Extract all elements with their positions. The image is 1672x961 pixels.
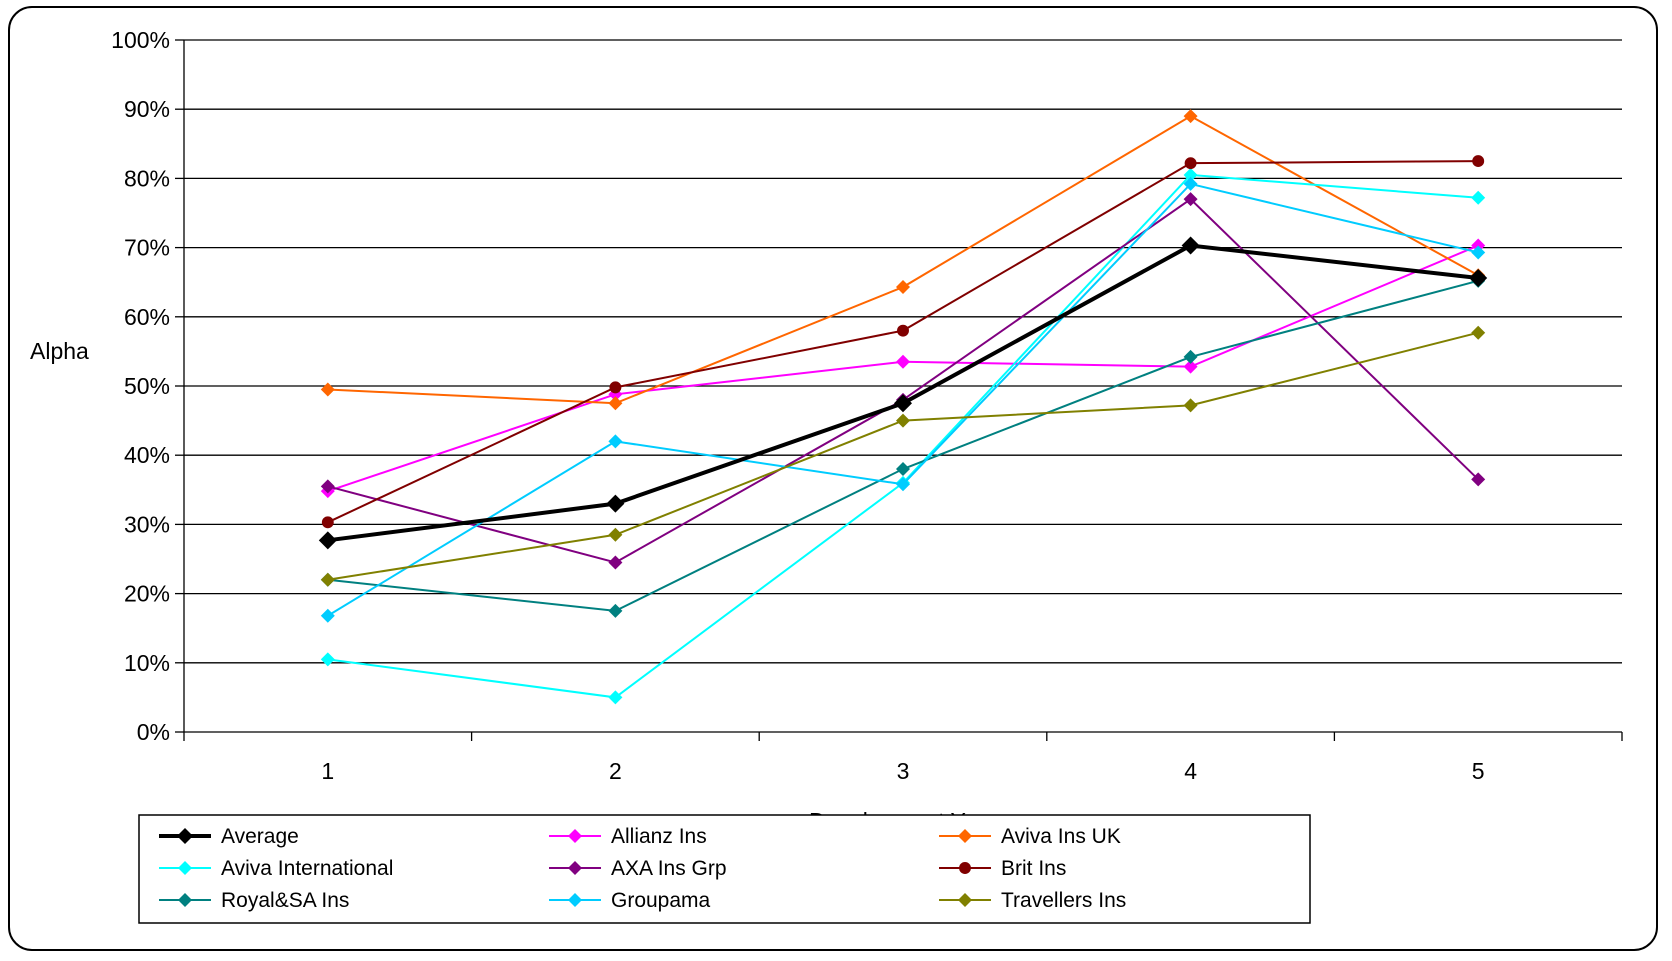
point-marker [896,280,910,295]
point-marker [177,828,193,844]
legend-label: Allianz Ins [611,825,707,848]
point-marker [320,382,335,397]
point-marker [1184,157,1197,170]
series-line [327,197,1479,564]
legend-item: Travellers Ins [939,889,1126,912]
point-marker [1181,236,1200,255]
point-marker [568,829,582,843]
point-marker [608,555,623,570]
axes: 0% 10% 20% 30% 40% 50% 60% 70% 80% 90% 100% 1 2 3 4 5 [111,27,1623,784]
point-marker [606,494,625,513]
y-tick-label: 50% [124,373,170,399]
legend-item: Royal&SA Ins [159,889,349,912]
series-group [318,109,1488,705]
series-line [327,173,1479,699]
legend-item: Aviva International [159,857,393,880]
point-marker [1183,359,1198,374]
point-marker [321,516,334,529]
legend-item: Brit Ins [939,857,1066,880]
point-marker [1183,398,1198,413]
x-tick-label: 2 [609,758,622,784]
legend-box [138,814,1311,924]
point-marker [178,861,192,875]
legend-item: Aviva Ins UK [939,825,1121,848]
y-tick-label: 30% [124,511,170,537]
x-tick-label: 4 [1184,758,1197,784]
series-average [318,236,1488,550]
point-marker [958,893,972,907]
point-marker [320,652,335,667]
point-marker [1183,176,1198,191]
chart-frame [8,6,1658,951]
series-aviva-ins-uk [320,109,1486,411]
y-tick-label: 10% [124,650,170,676]
x-tick-label: 3 [897,758,910,784]
point-marker [608,690,623,705]
point-marker [609,381,622,394]
point-marker [1471,325,1486,340]
point-marker [1471,190,1486,205]
legend-item: Groupama [549,889,711,912]
point-marker [896,354,910,369]
y-tick-label: 40% [124,442,170,468]
legend-label: Brit Ins [1001,857,1066,880]
point-marker [1469,269,1488,288]
point-marker [320,608,335,623]
series-groupama [320,176,1486,623]
legend-label: AXA Ins Grp [611,857,727,880]
legend-label: Aviva International [221,857,393,880]
y-axis-title: Alpha [30,338,89,364]
point-marker [608,434,623,449]
point-marker [568,861,582,875]
point-marker [1471,472,1486,487]
legend-item: AXA Ins Grp [549,857,727,880]
series-aviva-international [320,167,1486,705]
legend-label: Travellers Ins [1001,889,1126,912]
point-marker [958,829,972,843]
legend-label: Royal&SA Ins [221,889,349,912]
series-travellers-ins [320,325,1486,587]
legend-label: Aviva Ins UK [1001,825,1121,848]
point-marker [320,572,335,587]
point-marker [896,477,910,492]
series-allianz-ins [320,238,1486,499]
point-marker [896,413,910,428]
legend-item: Allianz Ins [549,825,707,848]
point-marker [1471,245,1486,260]
y-tick-label: 0% [137,719,170,745]
point-marker [318,531,337,550]
point-marker [320,479,335,494]
point-marker [1472,155,1485,168]
point-marker [959,862,971,874]
point-marker [568,893,582,907]
point-marker [1183,109,1198,124]
point-marker [608,603,623,618]
point-marker [608,396,623,411]
y-tick-label: 100% [111,27,170,53]
legend-label: Average [221,825,299,848]
point-marker [896,462,910,477]
series-line [327,331,1479,581]
point-marker [178,893,192,907]
point-marker [608,527,623,542]
series-axa-ins-grp [320,192,1486,570]
legend-item: Average [159,825,299,848]
y-tick-label: 20% [124,581,170,607]
legend-label: Groupama [611,889,711,912]
series-brit-ins [321,155,1485,529]
y-tick-label: 90% [124,96,170,122]
x-tick-label: 5 [1472,758,1485,784]
y-tick-label: 60% [124,304,170,330]
point-marker [1183,192,1198,207]
point-marker [1183,167,1198,182]
point-marker [894,394,912,413]
legend: Average Allianz Ins Aviva Ins UK Aviva Inte… [138,814,1311,924]
y-tick-label: 80% [124,165,170,191]
y-tick-label: 70% [124,235,170,261]
point-marker [897,324,909,337]
gridlines [184,39,1622,664]
x-tick-label: 1 [321,758,334,784]
point-marker [1183,349,1198,364]
